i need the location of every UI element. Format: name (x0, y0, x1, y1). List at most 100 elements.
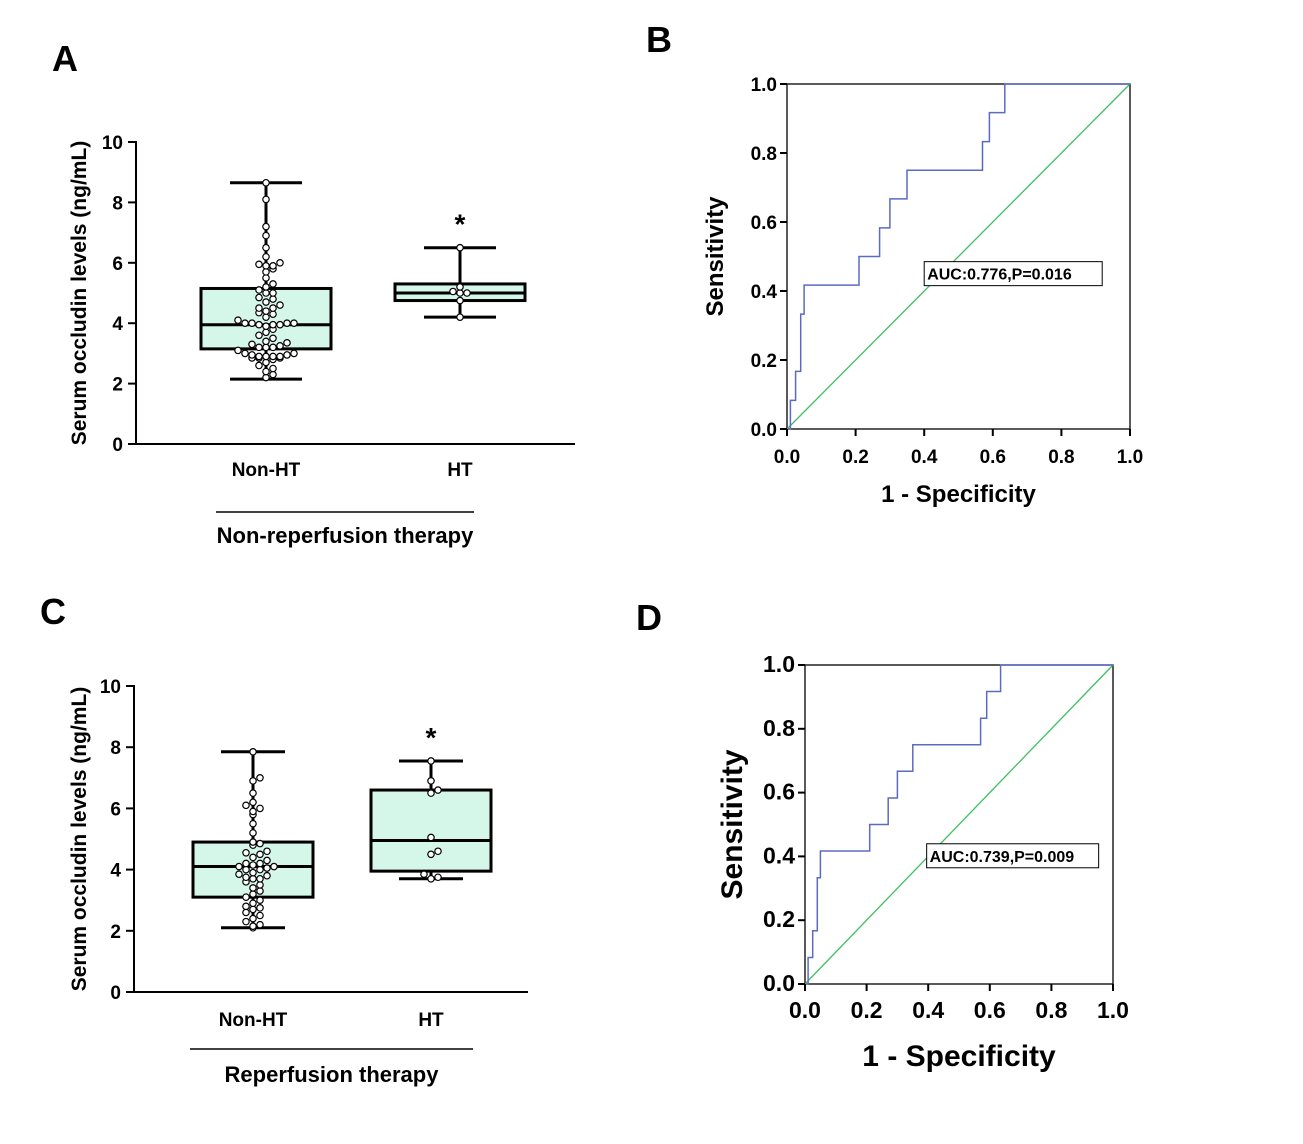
data-point (269, 262, 277, 270)
data-point (242, 902, 250, 911)
data-point (276, 352, 284, 361)
reference-line (786, 83, 1131, 430)
data-point (427, 777, 435, 785)
group-label: Non-reperfusion therapy (217, 523, 474, 548)
data-point (262, 252, 270, 261)
data-point (241, 349, 249, 358)
data-point (255, 331, 263, 340)
data-point (249, 861, 257, 869)
data-point (249, 890, 257, 898)
data-point (256, 773, 264, 782)
data-point (242, 865, 250, 874)
data-point (242, 801, 250, 810)
data-point (290, 319, 298, 328)
data-point (262, 298, 270, 306)
data-point (249, 777, 257, 785)
y-tick-label: 8 (112, 193, 123, 214)
data-point (241, 319, 249, 328)
data-point (269, 304, 277, 312)
data-point (256, 881, 264, 889)
data-point (263, 864, 271, 872)
data-point (262, 307, 270, 315)
data-point (255, 352, 263, 361)
data-point (269, 343, 277, 352)
significance-marker: * (455, 209, 466, 240)
data-point (249, 899, 257, 908)
data-point (255, 361, 263, 370)
data-point (269, 364, 277, 373)
y-tick-label: 0.8 (751, 144, 777, 165)
x-tick-label: 0.4 (911, 447, 938, 468)
category-label: HT (418, 1010, 444, 1031)
data-point (255, 343, 263, 352)
data-point (427, 833, 435, 842)
panel-letter-b: B (646, 19, 672, 60)
data-point (262, 231, 270, 240)
x-tick-label: 0.6 (980, 447, 1006, 468)
x-tick-label: 0.8 (1048, 447, 1074, 468)
x-tick-label: 0.0 (789, 997, 821, 1023)
auc-annotation: AUC:0.739,P=0.009 (930, 849, 1075, 866)
y-tick-label: 2 (110, 922, 121, 943)
plot-frame (804, 664, 1114, 985)
data-point (456, 313, 464, 321)
data-point (276, 342, 284, 350)
data-point (456, 283, 464, 291)
significance-marker: * (426, 722, 437, 753)
data-point (427, 850, 435, 859)
y-tick-label: 4 (112, 314, 123, 335)
data-point (256, 874, 264, 883)
y-tick-label: 0.0 (751, 420, 777, 441)
data-point (249, 789, 257, 797)
x-tick-label: 0.0 (774, 447, 800, 468)
data-point (420, 870, 428, 878)
data-point (256, 896, 264, 905)
data-point (242, 873, 250, 882)
data-point (456, 296, 464, 305)
data-point (427, 874, 435, 883)
data-point (248, 351, 256, 359)
roc-non-reperfusion: 0.0 0.2 0.4 0.6 0.8 1.0 0.0 0.2 0.4 0.6 0.8 1.0 1 - … (702, 75, 1143, 508)
data-point (242, 893, 250, 901)
reference-line (804, 664, 1114, 985)
data-point (262, 178, 270, 187)
y-tick-label: 6 (112, 254, 123, 275)
data-point (262, 352, 270, 361)
auc-annotation: AUC:0.776,P=0.016 (927, 267, 1072, 284)
y-axis-title: Sensitivity (716, 749, 749, 899)
plot-frame (786, 83, 1131, 430)
y-tick-label: 0.6 (763, 779, 795, 805)
data-point (463, 289, 471, 297)
x-tick-label: 0.2 (842, 447, 868, 468)
data-point (256, 850, 264, 859)
data-point (262, 283, 270, 291)
data-point (276, 258, 284, 267)
category-label: Non-HT (219, 1010, 288, 1031)
data-point (255, 286, 263, 294)
auc-annotation-box (926, 843, 1100, 869)
x-tick-label: 0.6 (974, 997, 1006, 1023)
data-point (269, 280, 277, 288)
category-label: Non-HT (232, 460, 301, 481)
x-axis-title: 1 - Specificity (862, 1040, 1056, 1073)
y-tick-label: 1.0 (763, 651, 795, 677)
box (369, 788, 493, 873)
data-point (262, 195, 270, 204)
data-point (249, 884, 257, 892)
data-point (269, 289, 277, 297)
data-point (263, 847, 271, 856)
data-point (276, 320, 284, 329)
y-tick-label: 0.8 (763, 715, 795, 741)
y-tick-label: 10 (100, 677, 121, 698)
data-point (256, 904, 264, 912)
y-tick-label: 0.6 (751, 213, 777, 234)
data-point (235, 870, 243, 878)
panel-letter-d: D (636, 597, 662, 638)
data-point (234, 346, 242, 355)
data-point (235, 862, 243, 871)
data-point (249, 914, 257, 923)
data-point (255, 304, 263, 312)
y-tick-label: 0.4 (763, 842, 795, 868)
data-point (269, 334, 277, 343)
data-point (262, 243, 270, 252)
